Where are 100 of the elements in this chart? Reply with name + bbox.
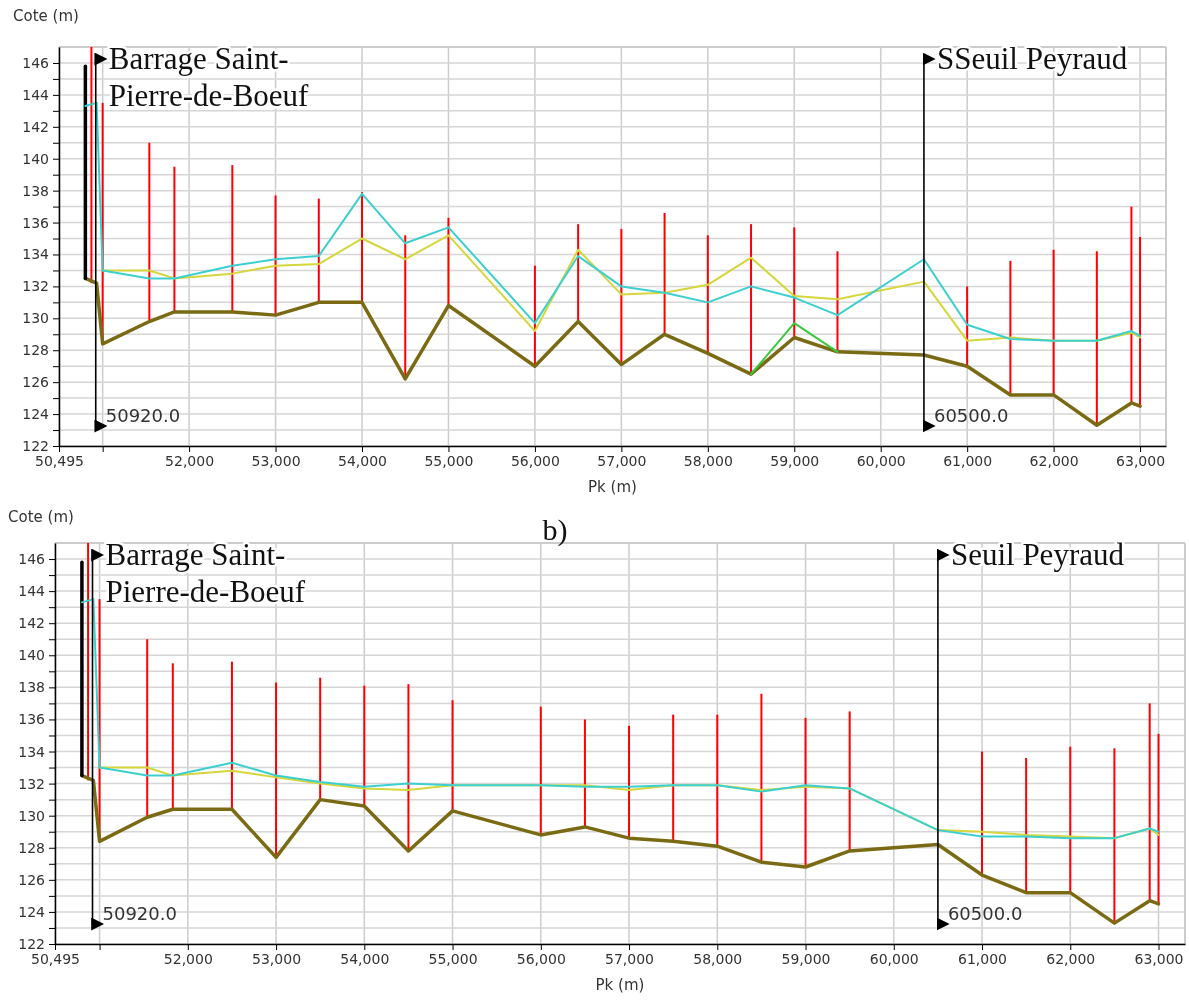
- bar: [836, 251, 839, 352]
- x-tick-label: 55,000: [428, 950, 478, 967]
- bar: [583, 719, 586, 827]
- bar: [1148, 703, 1151, 901]
- y-tick-label: 136: [18, 711, 46, 728]
- bar: [1157, 733, 1160, 904]
- y-tick-label: 124: [22, 406, 50, 423]
- bar: [577, 224, 580, 322]
- bar: [628, 725, 631, 839]
- x-axis-title: Pk (m): [595, 976, 645, 994]
- y-axis-title: Cote (m): [8, 508, 74, 526]
- y-tick-label: 134: [18, 743, 46, 760]
- ref-line-label: 50920.0: [102, 903, 177, 924]
- bar: [620, 228, 623, 365]
- bar: [539, 706, 542, 835]
- bar: [1113, 748, 1116, 924]
- x-tick-label: 63,000: [1134, 950, 1184, 967]
- y-tick-label: 126: [22, 374, 50, 391]
- bar: [1069, 746, 1072, 893]
- x-tick-label: 63,000: [1116, 452, 1166, 469]
- x-tick-label: 54,000: [338, 452, 388, 469]
- y-tick-label: 122: [22, 437, 49, 454]
- x-axis-title: Pk (m): [588, 478, 637, 496]
- bar: [361, 192, 364, 303]
- bar: [663, 212, 666, 335]
- x-tick-label: 59,000: [770, 452, 820, 469]
- y-tick-label: 144: [18, 583, 46, 600]
- x-tick-label: 50,495: [35, 452, 84, 469]
- bar: [750, 224, 753, 375]
- bar: [1052, 249, 1055, 395]
- y-tick-label: 140: [22, 150, 49, 167]
- y-tick-label: 142: [18, 615, 45, 632]
- bar: [1025, 757, 1028, 893]
- ref-line-label: 60500.0: [933, 405, 1009, 426]
- x-tick-label: 61,000: [958, 950, 1008, 967]
- annotation: Barrage Saint-Pierre-de-Boeuf: [108, 41, 310, 113]
- y-tick-label: 134: [22, 246, 50, 263]
- y-tick-label: 140: [18, 647, 45, 664]
- bar: [148, 142, 151, 322]
- x-tick-label: 60,000: [856, 452, 906, 469]
- bar: [706, 235, 709, 354]
- y-tick-label: 146: [18, 551, 46, 568]
- annotation: Seuil Peyraud: [950, 537, 1125, 572]
- y-tick-label: 130: [18, 807, 45, 824]
- bar: [171, 663, 174, 810]
- line-series: [80, 773, 1161, 925]
- x-tick-label: 60,000: [869, 950, 919, 967]
- y-tick-label: 144: [22, 86, 50, 103]
- bar: [716, 714, 719, 847]
- x-tick-label: 55,000: [424, 452, 474, 469]
- bar: [1095, 251, 1098, 426]
- x-tick-label: 59,000: [781, 950, 831, 967]
- x-tick-label: 53,000: [252, 950, 302, 967]
- y-tick-label: 132: [22, 278, 49, 295]
- bar: [173, 166, 176, 312]
- bar: [451, 700, 454, 811]
- line-series: [83, 276, 1142, 427]
- bar: [146, 639, 149, 818]
- bar: [230, 661, 233, 810]
- bar: [274, 195, 277, 316]
- bar: [363, 685, 366, 807]
- x-tick-label: 56,000: [510, 452, 560, 469]
- y-tick-label: 142: [22, 118, 49, 135]
- x-tick-label: 62,000: [1046, 950, 1096, 967]
- ref-line-label: 60500.0: [947, 903, 1023, 924]
- y-tick-label: 130: [22, 310, 49, 327]
- y-axis-title: Cote (m): [13, 7, 79, 25]
- annotation: SSeuil Peyraud: [936, 41, 1128, 76]
- bar: [231, 165, 234, 312]
- bar: [533, 265, 536, 367]
- x-tick-label: 57,000: [605, 950, 655, 967]
- x-tick-label: 53,000: [251, 452, 301, 469]
- y-tick-label: 128: [18, 839, 45, 856]
- y-tick-label: 126: [18, 871, 46, 888]
- bar: [1139, 236, 1142, 407]
- y-tick-label: 138: [22, 182, 49, 199]
- bar: [672, 714, 675, 842]
- x-tick-label: 57,000: [597, 452, 647, 469]
- bar: [1009, 260, 1012, 395]
- ref-line-label: 50920.0: [105, 405, 181, 426]
- x-tick-label: 50,495: [31, 950, 80, 967]
- annotation: Barrage Saint-Pierre-de-Boeuf: [105, 537, 306, 609]
- bar: [981, 751, 984, 876]
- bar: [319, 677, 322, 800]
- x-tick-label: 58,000: [683, 452, 733, 469]
- x-tick-label: 52,000: [163, 950, 213, 967]
- bar: [1130, 206, 1133, 403]
- x-tick-label: 52,000: [165, 452, 215, 469]
- x-tick-label: 61,000: [943, 452, 993, 469]
- x-tick-label: 62,000: [1029, 452, 1079, 469]
- y-tick-label: 132: [18, 775, 45, 792]
- y-tick-label: 122: [18, 935, 45, 952]
- bar: [407, 684, 410, 851]
- y-tick-label: 146: [22, 54, 50, 71]
- y-tick-label: 128: [22, 342, 49, 359]
- x-tick-label: 54,000: [340, 950, 390, 967]
- y-tick-label: 136: [22, 214, 50, 231]
- y-tick-label: 138: [18, 679, 45, 696]
- bar: [447, 217, 450, 306]
- y-tick-label: 124: [18, 903, 46, 920]
